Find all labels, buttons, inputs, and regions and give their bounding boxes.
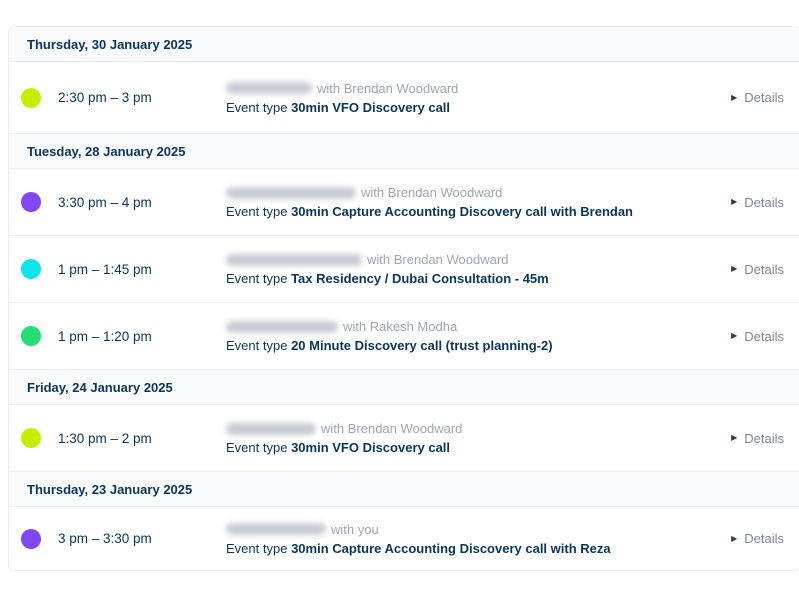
details-button[interactable]: ▶ Details bbox=[731, 431, 784, 446]
details-label: Details bbox=[744, 194, 784, 210]
invitee-line: with Brendan Woodward bbox=[226, 185, 731, 200]
event-row: 2:30 pm – 3 pm with Brendan Woodward Eve… bbox=[9, 62, 799, 134]
event-info: with you Event type 30min Capture Accoun… bbox=[226, 522, 731, 556]
details-label: Details bbox=[744, 531, 784, 546]
redacted-invitee-name bbox=[226, 186, 356, 199]
date-header-label: Friday, 24 January 2025 bbox=[27, 379, 173, 395]
event-type-name: 30min VFO Discovery call bbox=[291, 99, 451, 115]
date-header: Thursday, 30 January 2025 bbox=[9, 27, 799, 62]
event-type-prefix: Event type bbox=[226, 204, 288, 219]
event-type-line: Event type Tax Residency / Dubai Consult… bbox=[226, 271, 731, 286]
event-color-dot bbox=[21, 528, 41, 549]
event-type-name: 30min Capture Accounting Discovery call … bbox=[291, 540, 611, 556]
event-type-prefix: Event type bbox=[226, 440, 288, 455]
date-header: Friday, 24 January 2025 bbox=[9, 370, 799, 405]
invitee-line: with Brendan Woodward bbox=[226, 252, 731, 267]
event-time: 1 pm – 1:20 pm bbox=[58, 328, 152, 344]
details-button[interactable]: ▶ Details bbox=[731, 329, 784, 344]
details-label: Details bbox=[744, 430, 784, 446]
event-type-prefix: Event type bbox=[226, 271, 288, 286]
redacted-invitee-name bbox=[226, 253, 362, 266]
event-type-prefix: Event type bbox=[226, 99, 288, 115]
play-triangle-icon: ▶ bbox=[731, 92, 738, 102]
event-time: 1 pm – 1:45 pm bbox=[58, 261, 152, 277]
invitee-label: with Rakesh Modha bbox=[343, 319, 458, 334]
event-type-line: Event type 20 Minute Discovery call (tru… bbox=[226, 338, 731, 353]
details-button[interactable]: ▶ Details bbox=[731, 90, 784, 105]
event-type-line: Event type 30min Capture Accounting Disc… bbox=[226, 204, 731, 219]
details-label: Details bbox=[744, 90, 784, 105]
event-type-name: Tax Residency / Dubai Consultation - 45m bbox=[291, 271, 549, 286]
play-triangle-icon: ▶ bbox=[731, 433, 738, 442]
event-time: 3 pm – 3:30 pm bbox=[58, 531, 152, 546]
invitee-label: with Brendan Woodward bbox=[361, 185, 503, 200]
play-triangle-icon: ▶ bbox=[731, 331, 738, 340]
details-button[interactable]: ▶ Details bbox=[731, 531, 784, 546]
details-label: Details bbox=[744, 261, 784, 277]
event-row: 3:30 pm – 4 pm with Brendan Woodward Eve… bbox=[9, 169, 799, 236]
date-header: Thursday, 23 January 2025 bbox=[9, 472, 799, 507]
event-type-name: 30min Capture Accounting Discovery call … bbox=[291, 204, 633, 219]
invitee-label: with you bbox=[331, 521, 379, 537]
event-color-dot bbox=[21, 326, 41, 346]
event-color-dot bbox=[21, 259, 41, 279]
invitee-label: with Brendan Woodward bbox=[321, 421, 463, 436]
date-header-label: Tuesday, 28 January 2025 bbox=[27, 143, 186, 159]
date-header: Tuesday, 28 January 2025 bbox=[9, 134, 799, 169]
invitee-line: with Rakesh Modha bbox=[226, 319, 731, 334]
event-color-dot bbox=[21, 192, 41, 212]
play-triangle-icon: ▶ bbox=[731, 264, 738, 273]
details-label: Details bbox=[744, 328, 784, 344]
event-info: with Rakesh Modha Event type 20 Minute D… bbox=[226, 319, 731, 353]
invitee-line: with Brendan Woodward bbox=[226, 421, 731, 436]
event-row: 3 pm – 3:30 pm with you Event type 30min… bbox=[9, 507, 799, 570]
event-row: 1:30 pm – 2 pm with Brendan Woodward Eve… bbox=[9, 405, 799, 472]
play-triangle-icon: ▶ bbox=[731, 197, 738, 206]
play-triangle-icon: ▶ bbox=[731, 533, 738, 543]
event-type-line: Event type 30min VFO Discovery call bbox=[226, 100, 731, 115]
details-button[interactable]: ▶ Details bbox=[731, 195, 784, 210]
event-type-line: Event type 30min Capture Accounting Disc… bbox=[226, 541, 731, 556]
event-type-prefix: Event type bbox=[226, 540, 288, 556]
redacted-invitee-name bbox=[226, 422, 316, 435]
invitee-label: with Brendan Woodward bbox=[367, 252, 509, 267]
event-info: with Brendan Woodward Event type 30min V… bbox=[226, 421, 731, 455]
event-type-prefix: Event type bbox=[226, 338, 288, 353]
redacted-invitee-name bbox=[226, 320, 338, 333]
event-info: with Brendan Woodward Event type Tax Res… bbox=[226, 252, 731, 286]
event-time: 2:30 pm – 3 pm bbox=[58, 90, 152, 105]
event-color-dot bbox=[21, 428, 41, 448]
date-header-label: Thursday, 30 January 2025 bbox=[27, 36, 193, 52]
event-color-dot bbox=[21, 87, 41, 108]
invitee-line: with you bbox=[226, 522, 731, 537]
event-type-line: Event type 30min VFO Discovery call bbox=[226, 440, 731, 455]
event-info: with Brendan Woodward Event type 30min V… bbox=[226, 81, 731, 115]
date-header-label: Thursday, 23 January 2025 bbox=[27, 481, 193, 497]
invitee-line: with Brendan Woodward bbox=[226, 81, 731, 96]
event-type-name: 20 Minute Discovery call (trust planning… bbox=[291, 338, 553, 353]
redacted-invitee-name bbox=[226, 82, 312, 94]
redacted-invitee-name bbox=[226, 523, 326, 535]
event-row: 1 pm – 1:20 pm with Rakesh Modha Event t… bbox=[9, 303, 799, 370]
details-button[interactable]: ▶ Details bbox=[731, 262, 784, 277]
scheduled-events-panel: Thursday, 30 January 2025 2:30 pm – 3 pm… bbox=[8, 26, 799, 571]
invitee-label: with Brendan Woodward bbox=[317, 80, 459, 96]
event-type-name: 30min VFO Discovery call bbox=[291, 440, 451, 455]
event-row: 1 pm – 1:45 pm with Brendan Woodward Eve… bbox=[9, 236, 799, 303]
event-time: 3:30 pm – 4 pm bbox=[58, 194, 152, 210]
event-info: with Brendan Woodward Event type 30min C… bbox=[226, 185, 731, 219]
event-time: 1:30 pm – 2 pm bbox=[58, 430, 152, 446]
